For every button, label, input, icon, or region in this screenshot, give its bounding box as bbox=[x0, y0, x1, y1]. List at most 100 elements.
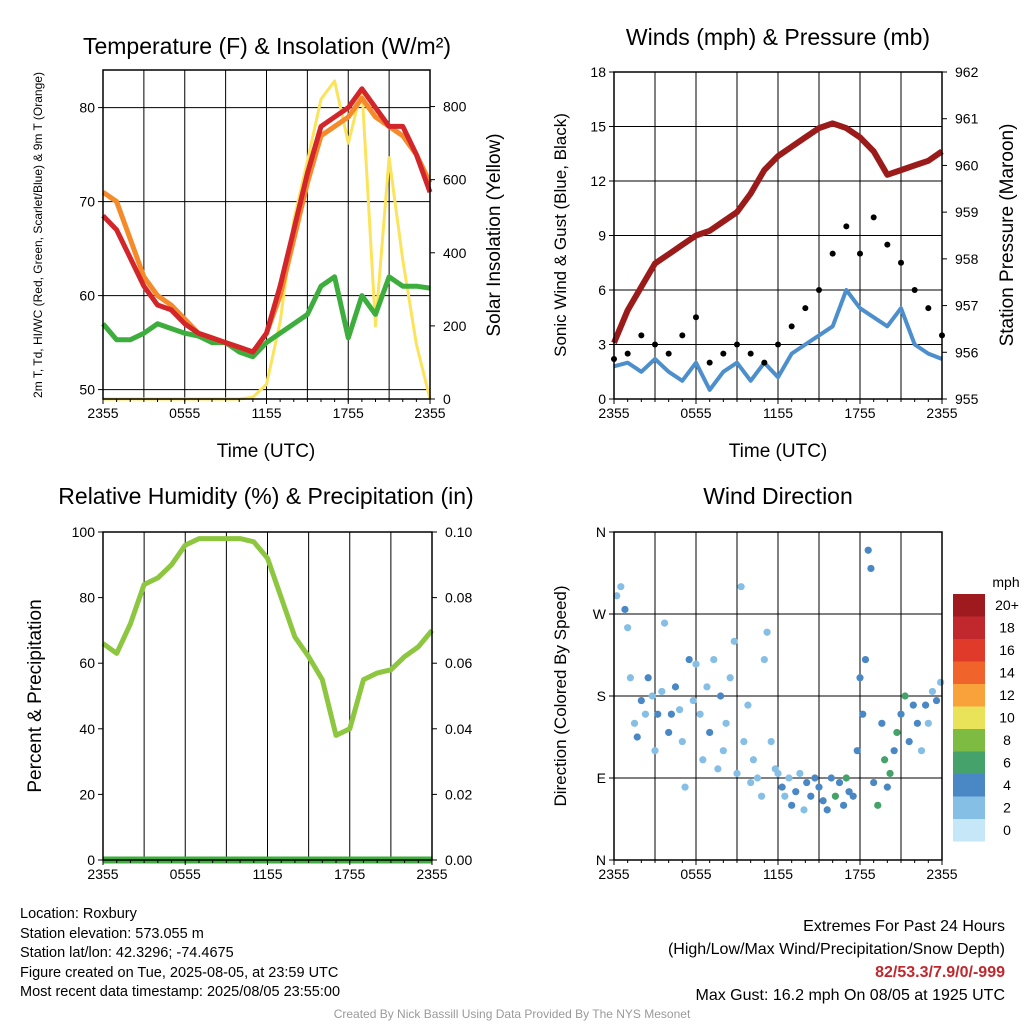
y-tick-label: 80 bbox=[79, 100, 95, 116]
legend-swatch bbox=[953, 639, 985, 662]
credit-line: Created By Nick Bassill Using Data Provi… bbox=[333, 1007, 691, 1021]
direction-point bbox=[823, 806, 831, 814]
direction-point bbox=[626, 674, 635, 682]
direction-point bbox=[890, 747, 898, 755]
direction-point bbox=[909, 701, 917, 709]
direction-point bbox=[878, 719, 886, 727]
series-line bbox=[613, 288, 943, 392]
gust-point bbox=[652, 341, 658, 348]
direction-point bbox=[737, 583, 745, 591]
direction-point bbox=[763, 628, 771, 636]
legend-label: 6 bbox=[1003, 755, 1011, 771]
direction-point bbox=[917, 747, 926, 755]
x-tick-label: 0555 bbox=[680, 866, 711, 882]
direction-point bbox=[710, 655, 718, 664]
y2-tick-label: 960 bbox=[955, 157, 979, 173]
legend-swatch bbox=[953, 661, 985, 684]
direction-point bbox=[781, 792, 789, 800]
direction-point bbox=[811, 774, 819, 782]
recent-timestamp: Most recent data timestamp: 2025/08/05 2… bbox=[20, 984, 341, 1000]
legend-label: 20+ bbox=[995, 597, 1019, 613]
direction-point bbox=[633, 733, 641, 741]
direction-series bbox=[613, 546, 945, 814]
direction-point bbox=[785, 774, 793, 782]
y2-tick-label: 600 bbox=[443, 172, 467, 188]
direction-point bbox=[893, 728, 901, 737]
y-tick-label: S bbox=[597, 688, 606, 704]
direction-point bbox=[726, 674, 734, 682]
y2-tick-label: 0.06 bbox=[445, 655, 472, 671]
legend-swatch bbox=[953, 594, 985, 617]
humidity-ylabel: Percent & Precipitation bbox=[25, 599, 46, 792]
gust-point bbox=[884, 241, 891, 248]
y-tick-label: N bbox=[596, 852, 606, 868]
x-tick-label: 1155 bbox=[252, 866, 282, 882]
direction-point bbox=[722, 719, 730, 727]
wind-grid bbox=[614, 71, 942, 400]
x-tick-label: 1155 bbox=[763, 866, 793, 882]
direction-point bbox=[641, 710, 650, 718]
direction-point bbox=[730, 637, 738, 645]
direction-point bbox=[849, 792, 857, 800]
gust-point bbox=[857, 250, 863, 257]
direction-point bbox=[671, 683, 680, 691]
temperature-title: Temperature (F) & Insolation (W/m²) bbox=[83, 33, 451, 59]
y2-tick-label: 0.02 bbox=[445, 786, 472, 802]
direction-point bbox=[932, 696, 941, 705]
y-tick-label: N bbox=[596, 524, 606, 540]
direction-title: Wind Direction bbox=[703, 483, 853, 509]
legend-label: 14 bbox=[999, 665, 1015, 681]
x-tick-label: 1755 bbox=[334, 866, 365, 882]
direction-point bbox=[913, 719, 922, 727]
direction-point bbox=[840, 801, 848, 809]
y2-tick-label: 956 bbox=[955, 344, 979, 360]
station-elevation: Station elevation: 573.055 m bbox=[20, 925, 204, 942]
station-latlon: Station lat/lon: 42.3296; -74.4675 bbox=[20, 945, 234, 961]
direction-point bbox=[681, 783, 689, 791]
legend-swatch bbox=[953, 751, 985, 774]
y-tick-label: 80 bbox=[79, 590, 95, 606]
direction-point bbox=[747, 778, 755, 787]
y-tick-label: 50 bbox=[79, 382, 95, 398]
direction-point bbox=[792, 788, 800, 796]
temperature-panel: Temperature (F) & Insolation (W/m²) 2355… bbox=[31, 33, 505, 462]
y2-tick-label: 958 bbox=[955, 251, 979, 267]
legend-swatch bbox=[953, 774, 985, 797]
direction-point bbox=[740, 737, 748, 746]
y-tick-label: 20 bbox=[79, 786, 95, 802]
x-tick-label: 2355 bbox=[926, 405, 957, 421]
gust-point bbox=[802, 305, 809, 312]
direction-point bbox=[864, 546, 872, 554]
x-tick-label: 2355 bbox=[598, 866, 629, 882]
legend-label: 18 bbox=[999, 620, 1015, 636]
gust-point bbox=[693, 314, 699, 321]
direction-point bbox=[692, 660, 700, 668]
legend-swatch bbox=[953, 684, 985, 707]
direction-point bbox=[714, 765, 722, 773]
gust-point bbox=[761, 359, 768, 366]
y2-tick-label: 400 bbox=[443, 245, 467, 261]
direction-point bbox=[867, 564, 875, 573]
direction-point bbox=[696, 710, 704, 718]
direction-point bbox=[717, 692, 725, 700]
direction-point bbox=[621, 605, 629, 614]
direction-point bbox=[922, 701, 930, 709]
series-line bbox=[101, 274, 431, 360]
direction-point bbox=[870, 778, 878, 787]
x-tick-label: 2355 bbox=[926, 866, 957, 882]
x-tick-label: 2355 bbox=[87, 866, 118, 882]
direction-point bbox=[815, 783, 823, 791]
direction-point bbox=[819, 797, 827, 805]
x-tick-label: 1755 bbox=[333, 405, 364, 421]
direction-point bbox=[654, 710, 662, 718]
legend-swatch bbox=[953, 729, 985, 752]
direction-point bbox=[807, 792, 815, 800]
wind-xlabel: Time (UTC) bbox=[729, 441, 828, 462]
y-tick-label: 70 bbox=[79, 194, 95, 210]
humidity-ticks: 2355 0555 1155 1755 23550204060801000.000.02… bbox=[72, 524, 473, 882]
direction-point bbox=[842, 774, 850, 782]
y2-tick-label: 0.08 bbox=[445, 590, 472, 606]
x-tick-label: 2355 bbox=[414, 405, 445, 421]
direction-point bbox=[630, 719, 639, 727]
